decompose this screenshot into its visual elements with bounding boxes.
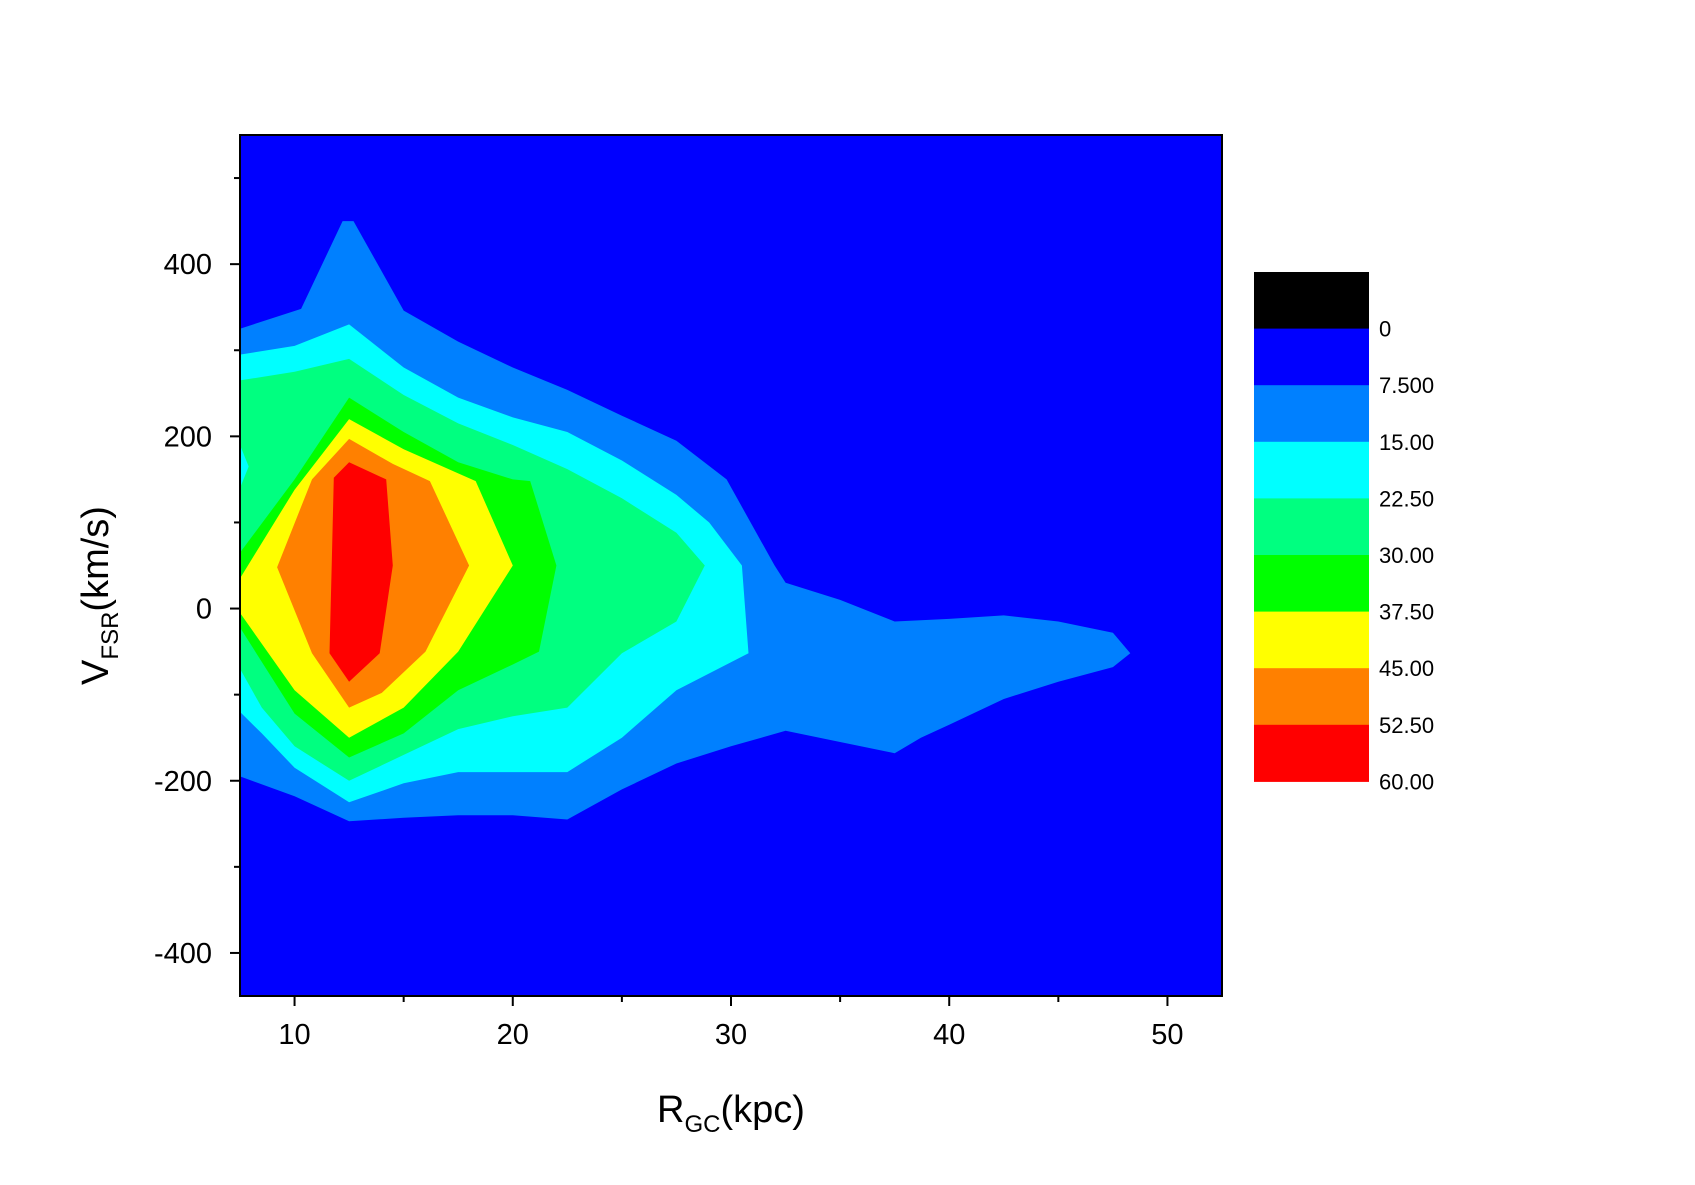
colorbar-level-label: 52.50 [1379, 713, 1434, 738]
axes: 10 20 30 40 50 -400 -200 0 200 400 [154, 134, 1223, 1051]
contour-region-7 [240, 445, 249, 488]
y-tick-label: 400 [164, 249, 212, 281]
colorbar-level-label: 0 [1379, 317, 1391, 342]
y-tick-label: -400 [154, 938, 212, 970]
axis-labels: RGC(kpc) VFSR(km/s) [75, 506, 805, 1138]
x-tick-label: 30 [715, 1019, 747, 1051]
y-axis-label: VFSR(km/s) [75, 506, 124, 685]
x-tick-label: 20 [497, 1019, 529, 1051]
plot-area [240, 135, 1222, 996]
x-tick-label: 40 [933, 1019, 965, 1051]
x-tick-label: 50 [1151, 1019, 1183, 1051]
colorbar-level-label: 7.500 [1379, 373, 1434, 398]
colorbar-level-label: 37.50 [1379, 600, 1434, 625]
colorbar-swatch [1254, 328, 1369, 386]
contour-region-6 [329, 462, 393, 682]
colorbar-level-label: 30.00 [1379, 543, 1434, 568]
colorbar-swatch [1254, 668, 1369, 726]
colorbar-level-label: 15.00 [1379, 430, 1434, 455]
colorbar-legend: 0 7.500 15.00 22.50 30.00 37.50 45.00 52.50 60.0… [1254, 272, 1434, 794]
colorbar-swatch [1254, 441, 1369, 499]
y-tick-label: 200 [164, 421, 212, 453]
x-tick-label: 10 [278, 1019, 310, 1051]
y-tick-label: 0 [196, 594, 212, 626]
colorbar-swatch [1254, 385, 1369, 443]
colorbar-swatch [1254, 272, 1369, 330]
colorbar-level-label: 60.00 [1379, 769, 1434, 794]
colorbar-swatch [1254, 611, 1369, 669]
colorbar-level-label: 45.00 [1379, 656, 1434, 681]
colorbar-swatch [1254, 498, 1369, 556]
colorbar-level-label: 22.50 [1379, 486, 1434, 511]
y-tick-label: -200 [154, 766, 212, 798]
colorbar-swatch [1254, 724, 1369, 782]
colorbar-swatch [1254, 555, 1369, 613]
x-axis-label: RGC(kpc) [657, 1089, 805, 1138]
